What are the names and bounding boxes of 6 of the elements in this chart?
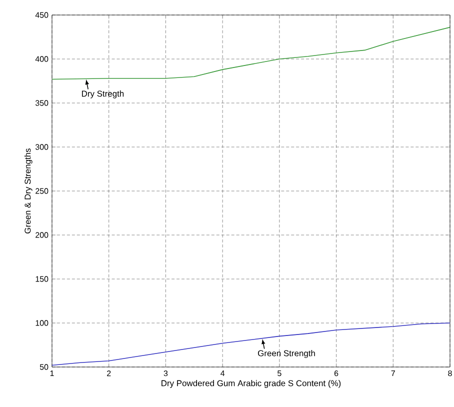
annotation: Green Strength bbox=[258, 350, 315, 358]
line-series bbox=[52, 322, 450, 366]
line-series bbox=[52, 26, 450, 80]
annotation: Dry Stregth bbox=[82, 90, 124, 98]
y-axis-title: Green & Dry Strengths bbox=[24, 148, 32, 234]
x-axis-title: Dry Powdered Gum Arabic grade S Content (%) bbox=[162, 380, 341, 388]
